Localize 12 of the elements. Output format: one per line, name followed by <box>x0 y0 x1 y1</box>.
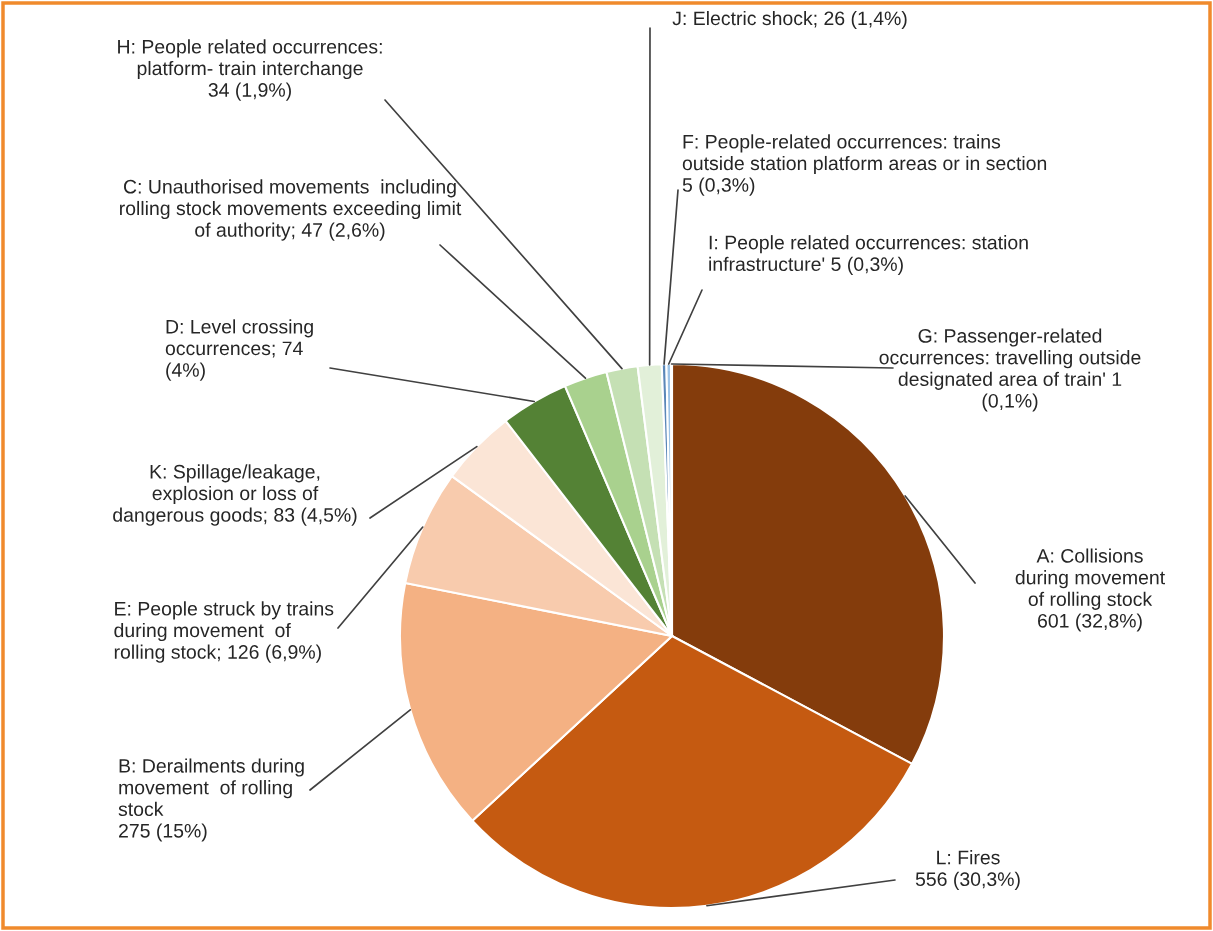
slice-label: F: People-related occurrences: trains outside station platform areas or in section 5 (0,3%) <box>682 134 1047 196</box>
slice-label: J: Electric shock; 26 (1,4%) <box>672 10 907 30</box>
slice-label: K: Spillage/leakage, explosion or loss of dangerous goods; 83 (4,5%) <box>113 464 357 526</box>
slice-label: I: People related occurrences: station infrastructure' 5 (0,3%) <box>709 235 1028 275</box>
slice-label: B: Derailments during movement of rolling stock 275 (15%) <box>118 758 304 842</box>
slice-label: A: Collisions during movement of rolling stock 601 (32,8%) <box>1015 548 1165 632</box>
slice-label: L: Fires 556 (30,3%) <box>915 850 1020 890</box>
slice-label: C: Unauthorised movements including rolling stock movements exceeding limit of authority; 47 (2,6%) <box>120 179 462 241</box>
slice-label: D: Level crossing occurrences; 74 (4%) <box>165 319 313 381</box>
slice-label: H: People related occurrences: platform- train interchange 34 (1,9%) <box>118 39 382 101</box>
slice-label: E: People struck by trains during movement of rolling stock; 126 (6,9%) <box>114 601 334 663</box>
slice-label: G: Passenger-related occurrences: travelling outside designated area of train' 1 (0,1%) <box>879 328 1141 412</box>
